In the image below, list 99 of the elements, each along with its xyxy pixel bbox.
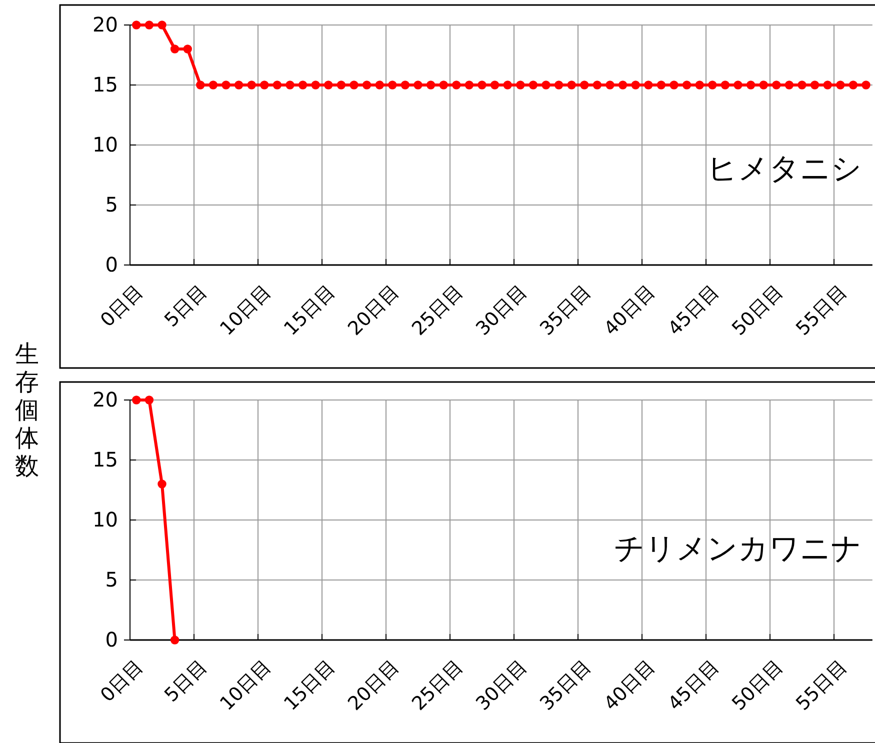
point <box>298 80 308 90</box>
point <box>336 80 346 90</box>
point <box>400 80 410 90</box>
x-tick-label: 30日目 <box>472 280 532 340</box>
point <box>452 80 461 90</box>
x-tick-label: 55日目 <box>792 655 852 715</box>
text: ヒメタニシ <box>707 152 862 187</box>
point <box>260 80 269 90</box>
x-tick-label: 45日目 <box>664 655 724 715</box>
x-tick-label: 20日目 <box>344 280 404 340</box>
text: チリメンカワニナ <box>614 531 862 566</box>
point <box>324 80 333 90</box>
point <box>810 80 820 90</box>
point <box>592 80 602 90</box>
point <box>158 480 166 488</box>
point <box>644 80 653 90</box>
point <box>695 80 704 90</box>
point <box>196 80 205 90</box>
point <box>746 80 756 90</box>
x-tick-label: 25日目 <box>408 655 468 715</box>
y-tick-label: 5 <box>105 567 118 592</box>
point <box>772 80 781 90</box>
point <box>567 80 576 90</box>
point <box>554 80 564 90</box>
point <box>247 80 256 90</box>
point <box>183 44 192 54</box>
point <box>388 80 397 90</box>
x-tick-label: 55日目 <box>792 280 852 340</box>
x-tick-label: 45日目 <box>664 280 724 340</box>
x-tick-label: 15日目 <box>280 655 340 715</box>
point <box>516 80 525 90</box>
point <box>170 44 180 54</box>
x-tick-label: 50日目 <box>728 280 788 340</box>
point <box>132 20 141 30</box>
point <box>503 80 512 90</box>
x-tick-label: 0日目 <box>96 655 148 706</box>
point <box>362 80 372 90</box>
point <box>132 396 141 404</box>
point <box>759 80 768 90</box>
y-tick-label: 15 <box>92 447 118 472</box>
point <box>158 20 166 30</box>
point <box>144 20 154 30</box>
x-tick-label: 10日目 <box>216 655 276 715</box>
x-tick-label: 5日目 <box>160 280 212 332</box>
point <box>823 80 832 90</box>
x-tick-label: 35日目 <box>536 280 596 340</box>
point <box>862 80 870 90</box>
point <box>350 80 358 90</box>
y-tick-label: 20 <box>92 387 118 412</box>
point <box>375 80 384 90</box>
point <box>144 396 154 404</box>
x-tick-label: 15日目 <box>280 280 340 340</box>
y-tick-label: 20 <box>92 12 118 36</box>
point <box>580 80 589 90</box>
point <box>784 80 794 90</box>
x-tick-label: 0日目 <box>96 280 148 332</box>
point <box>618 80 628 90</box>
point <box>682 80 692 90</box>
x-tick-label: 50日目 <box>728 655 788 715</box>
point <box>542 80 550 90</box>
point <box>734 80 742 90</box>
point <box>720 80 730 90</box>
y-tick-label: 10 <box>92 507 118 532</box>
y-tick-label: 0 <box>105 252 118 276</box>
y-tick-label: 15 <box>92 72 118 96</box>
point <box>464 80 474 90</box>
x-tick-label: 40日目 <box>600 655 660 715</box>
x-tick-label: 5日目 <box>160 655 212 706</box>
x-tick-label: 35日目 <box>536 655 596 715</box>
point <box>848 80 858 90</box>
point <box>631 80 640 90</box>
point <box>606 80 614 90</box>
point <box>208 80 218 90</box>
y-axis-title: 生存個体数 <box>15 340 39 480</box>
point <box>528 80 538 90</box>
point <box>490 80 500 90</box>
y-tick-label: 10 <box>92 132 118 156</box>
point <box>234 80 244 90</box>
x-tick-label: 30日目 <box>472 655 532 715</box>
x-tick-label: 10日目 <box>216 280 276 340</box>
y-tick-label: 5 <box>105 192 118 216</box>
point <box>708 80 717 90</box>
x-tick-label: 25日目 <box>408 280 468 340</box>
point <box>836 80 845 90</box>
point <box>670 80 678 90</box>
x-tick-label: 40日目 <box>600 280 660 340</box>
point <box>311 80 320 90</box>
point <box>439 80 448 90</box>
point <box>272 80 282 90</box>
point <box>222 80 230 90</box>
point <box>478 80 486 90</box>
x-tick-label: 20日目 <box>344 655 404 715</box>
point <box>170 636 180 644</box>
point <box>414 80 422 90</box>
point <box>798 80 806 90</box>
point <box>286 80 294 90</box>
point <box>656 80 666 90</box>
point <box>426 80 436 90</box>
y-tick-label: 0 <box>105 627 118 652</box>
